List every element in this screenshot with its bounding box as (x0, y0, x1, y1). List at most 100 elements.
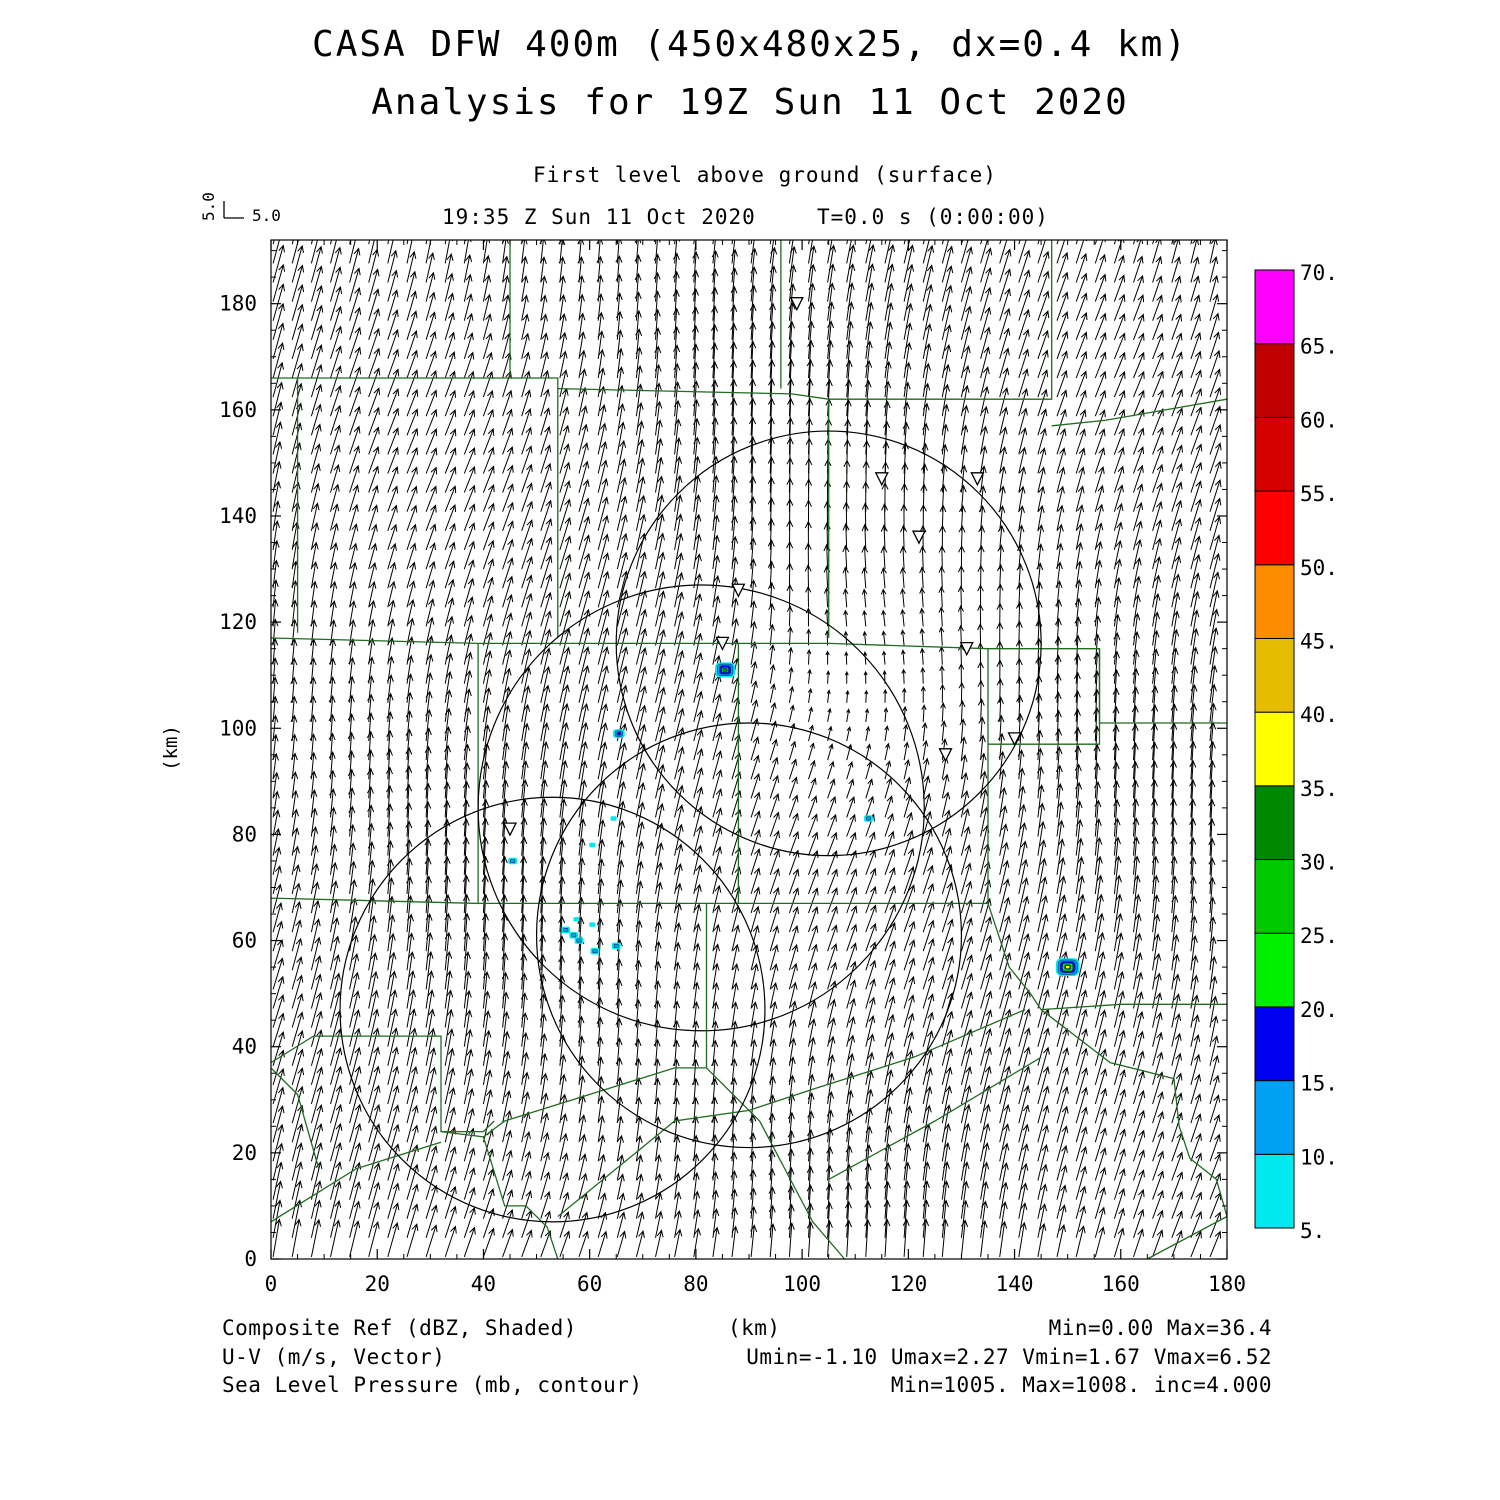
wind-vector (922, 1123, 932, 1162)
wind-vector (1152, 519, 1163, 551)
wind-vector (1113, 817, 1121, 856)
wind-vector (310, 324, 324, 360)
wind-vector (425, 240, 428, 245)
wind-vector (750, 1038, 758, 1066)
wind-vector (1171, 894, 1179, 933)
wind-vector (1037, 388, 1048, 417)
wind-vector (999, 989, 1012, 1028)
wind-vector (272, 1086, 285, 1124)
wind-vector (310, 403, 322, 436)
wind-vector (1037, 839, 1047, 875)
wind-vector (540, 462, 552, 493)
wind-vector (1113, 502, 1124, 531)
wind-vector (939, 504, 947, 531)
radar-site-marker (959, 642, 974, 657)
wind-vector (1113, 970, 1125, 1009)
wind-vector (1055, 580, 1063, 608)
wind-vector (291, 1029, 304, 1066)
wind-vector (444, 1126, 457, 1162)
wind-vector (900, 587, 906, 608)
wind-vector (1152, 592, 1161, 627)
wind-vector (291, 827, 300, 856)
wind-vector (999, 268, 1012, 302)
wind-vector (539, 934, 546, 971)
wind-vector (1208, 896, 1216, 933)
wind-vector (1113, 1227, 1125, 1258)
wind-vector (444, 670, 453, 703)
wind-vector (615, 1076, 623, 1105)
wind-vector (846, 240, 852, 264)
wind-vector (1056, 240, 1068, 264)
wind-vector (960, 1084, 972, 1124)
wind-vector (290, 599, 298, 627)
wind-vector (805, 499, 812, 531)
wind-vector (996, 677, 1004, 703)
wind-vector (444, 726, 452, 761)
wind-vector (846, 942, 857, 971)
wind-vector (616, 839, 625, 875)
wind-vector (349, 879, 357, 914)
reflectivity-contour (610, 816, 617, 821)
wind-vector (922, 810, 932, 837)
wind-vector (941, 265, 954, 302)
wind-vector (330, 990, 342, 1028)
wind-vector (1171, 1171, 1184, 1200)
wind-vector (903, 244, 915, 283)
wind-vector (808, 849, 819, 875)
wind-vector (1018, 446, 1027, 474)
wind-vector (980, 425, 988, 455)
wind-vector (730, 1133, 738, 1162)
wind-vector (635, 589, 647, 627)
wind-vector (481, 817, 489, 856)
wind-vector (712, 962, 720, 990)
wind-vector (1035, 711, 1043, 742)
wind-vector (482, 1088, 493, 1124)
wind-vector (502, 649, 512, 684)
wind-vector (1190, 424, 1203, 455)
wind-vector (578, 534, 591, 570)
wind-vector (977, 698, 985, 722)
wind-vector (884, 903, 896, 933)
wind-vector (808, 1018, 817, 1047)
wind-vector (405, 765, 413, 799)
wind-vector (521, 407, 532, 436)
wind-vector (463, 273, 473, 302)
wind-vector (1171, 628, 1180, 665)
wind-vector (368, 580, 377, 608)
wind-vector (1133, 1070, 1145, 1105)
wind-vector (711, 268, 719, 302)
wind-vector (827, 1090, 835, 1124)
wind-vector (387, 1202, 400, 1238)
wind-vector (272, 283, 285, 321)
wind-vector (1132, 836, 1140, 875)
wind-vector (731, 827, 742, 856)
wind-vector (291, 240, 294, 245)
x-unit-label: (km) (728, 1316, 781, 1340)
wind-vector (692, 251, 700, 283)
wind-vector (349, 287, 361, 321)
wind-vector (1190, 1033, 1201, 1066)
wind-vector (387, 309, 399, 340)
wind-vector (540, 351, 549, 379)
wind-vector (1035, 637, 1043, 665)
wind-vector (367, 674, 375, 703)
wind-vector (368, 248, 380, 283)
wind-vector (519, 894, 527, 933)
wind-vector (502, 1109, 512, 1143)
wind-vector (387, 561, 397, 589)
wind-vector (712, 455, 720, 493)
wind-vector (750, 620, 757, 646)
reflectivity-contour (590, 947, 600, 955)
wind-vector (693, 903, 702, 933)
wind-vector (597, 385, 606, 417)
wind-vector (386, 747, 393, 780)
wind-vector (749, 1150, 757, 1181)
wind-vector (634, 272, 642, 302)
wind-vector (387, 636, 395, 665)
wind-vector (501, 817, 509, 856)
wind-vector (482, 1010, 491, 1047)
wind-vector (330, 240, 333, 245)
wind-vector (711, 398, 719, 436)
wind-vector (1132, 630, 1140, 665)
wind-vector (290, 733, 298, 761)
